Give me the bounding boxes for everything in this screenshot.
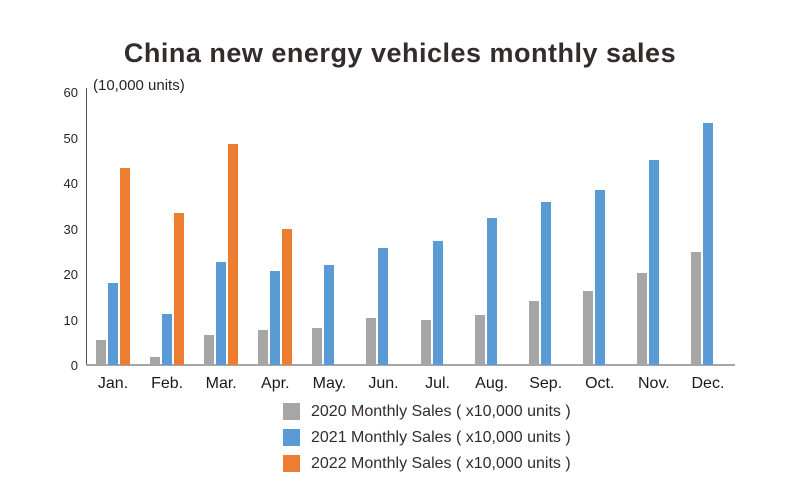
- y-tick-label: 40: [63, 176, 78, 191]
- legend-item-2022: 2022 Monthly Sales ( x10,000 units ): [283, 455, 571, 472]
- x-tick-label-mar: Mar.: [205, 375, 237, 392]
- legend-item-2020: 2020 Monthly Sales ( x10,000 units ): [283, 403, 571, 420]
- legend-label-2020: 2020 Monthly Sales ( x10,000 units ): [311, 402, 571, 420]
- y-tick-label: 60: [63, 85, 78, 100]
- bar-2020-dec: [690, 251, 701, 365]
- bar-2022-feb: [174, 212, 185, 365]
- legend: 2020 Monthly Sales ( x10,000 units ) 202…: [283, 403, 571, 481]
- bar-2020-mar: [204, 334, 215, 365]
- bar-2021-feb: [162, 314, 173, 365]
- x-tick-label-aug: Aug.: [475, 375, 509, 392]
- bar-2021-nov: [648, 160, 659, 365]
- x-tick-label-jun: Jun.: [368, 375, 399, 392]
- bar-2020-oct: [582, 291, 593, 365]
- x-tick-label-nov: Nov.: [638, 375, 670, 392]
- legend-label-2022: 2022 Monthly Sales ( x10,000 units ): [311, 454, 571, 472]
- bar-2021-oct: [594, 189, 605, 365]
- bar-2021-dec: [702, 122, 713, 365]
- x-tick-label-jul: Jul.: [425, 375, 450, 392]
- bar-2021-may: [324, 265, 335, 365]
- bar-2021-jan: [108, 283, 119, 365]
- chart-title: China new energy vehicles monthly sales: [123, 38, 677, 68]
- bar-2022-mar: [228, 144, 239, 365]
- legend-item-2021: 2021 Monthly Sales ( x10,000 units ): [283, 429, 571, 446]
- y-axis-unit-label: (10,000 units): [93, 77, 185, 94]
- x-tick-label-sep: Sep.: [529, 375, 563, 392]
- y-tick-label: 50: [63, 130, 78, 146]
- bar-2021-jul: [432, 241, 443, 365]
- bar-2022-apr: [282, 228, 293, 365]
- x-axis-line: [86, 364, 735, 366]
- bar-2020-jun: [366, 317, 377, 365]
- bar-2020-may: [312, 327, 323, 365]
- bar-2020-nov: [636, 273, 647, 365]
- y-tick-label: 0: [70, 358, 78, 373]
- x-tick-label-jan: Jan.: [97, 375, 129, 392]
- y-tick-label: 10: [63, 312, 78, 328]
- bar-2022-jan: [120, 168, 131, 365]
- bar-2020-jan: [96, 340, 107, 365]
- bar-2020-apr: [258, 330, 269, 365]
- legend-label-2021: 2021 Monthly Sales ( x10,000 units ): [311, 428, 571, 446]
- bar-2021-sep: [540, 202, 551, 365]
- x-tick-label-feb: Feb.: [151, 375, 184, 392]
- x-tick-label-oct: Oct.: [585, 375, 615, 392]
- legend-swatch-2021: [283, 429, 300, 446]
- x-tick-label-dec: Dec.: [691, 375, 725, 392]
- y-axis-line: [86, 88, 87, 365]
- bar-2021-aug: [486, 218, 497, 365]
- bar-2020-aug: [474, 314, 485, 365]
- x-tick-label-apr: Apr.: [261, 375, 290, 392]
- x-tick-label-may: May.: [312, 375, 347, 392]
- y-tick-label: 20: [63, 267, 78, 282]
- bar-2021-apr: [270, 271, 281, 365]
- bar-2021-mar: [216, 262, 227, 365]
- bar-2020-jul: [420, 319, 431, 365]
- legend-swatch-2020: [283, 403, 300, 420]
- y-tick-label: 30: [63, 221, 78, 237]
- legend-swatch-2022: [283, 455, 300, 472]
- bar-2021-jun: [378, 248, 389, 365]
- bar-2020-sep: [528, 300, 539, 365]
